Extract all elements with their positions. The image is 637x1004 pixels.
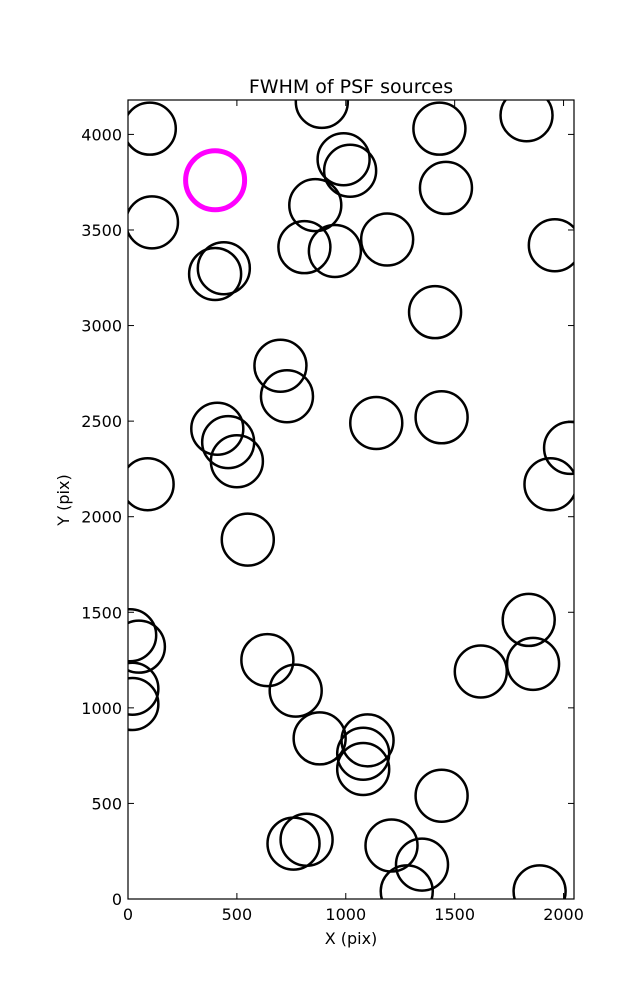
y-tick-label: 3500: [81, 221, 122, 240]
psf-source-marker: [412, 101, 467, 156]
psf-source-marker: [542, 420, 574, 476]
psf-source-marker: [499, 100, 554, 143]
psf-source-marker: [512, 864, 567, 899]
psf-source-marker: [418, 160, 474, 216]
x-tick-label: 1500: [434, 905, 475, 924]
psf-source-marker: [335, 726, 391, 781]
psf-source-marker: [279, 812, 334, 867]
psf-source-marker: [187, 246, 243, 302]
y-tick-label: 4000: [81, 125, 122, 144]
x-tick-label: 1000: [325, 905, 366, 924]
psf-source-marker: [128, 195, 180, 250]
psf-source-marker: [523, 456, 574, 512]
psf-source-marker: [394, 837, 450, 892]
psf-source-marker: [505, 636, 561, 692]
psf-source-marker: [414, 768, 469, 824]
y-tick-label: 1500: [81, 603, 122, 622]
psf-source-marker: [277, 219, 332, 275]
psf-source-marker: [335, 741, 391, 797]
plot-frame: [127, 99, 575, 900]
psf-source-marker: [379, 864, 434, 899]
psf-source-marker: [288, 177, 343, 233]
y-tick-label: 500: [91, 794, 122, 813]
psf-source-marker: [414, 390, 469, 445]
psf-source-marker: [364, 818, 419, 873]
psf-source-marker: [268, 663, 323, 718]
psf-source-marker: [190, 401, 245, 457]
psf-source-marker: [220, 512, 276, 567]
psf-source-marker: [322, 143, 378, 198]
chart-title: FWHM of PSF sources: [249, 76, 453, 98]
psf-source-marker: [128, 661, 160, 716]
psf-source-marker: [307, 223, 363, 279]
psf-source-marker: [294, 100, 350, 130]
psf-source-marker: [253, 338, 308, 393]
psf-source-marker: [501, 592, 556, 648]
psf-source-marker: [196, 240, 252, 296]
psf-source-marker: [128, 619, 167, 674]
y-tick-label: 3000: [81, 317, 122, 336]
psf-source-marker: [128, 676, 160, 732]
y-axis-label: Y (pix): [54, 474, 73, 526]
y-tick-label: 2500: [81, 412, 122, 431]
psf-source-marker: [453, 644, 509, 699]
y-tick-label: 2000: [81, 508, 122, 527]
psf-source-marker: [527, 218, 574, 273]
psf-source-marker: [349, 395, 404, 451]
psf-source-marker: [292, 711, 347, 766]
psf-source-marker: [128, 607, 158, 663]
y-tick-label: 1000: [81, 699, 122, 718]
x-axis-label: X (pix): [325, 929, 378, 948]
psf-source-marker: [209, 434, 265, 489]
psf-source-marker: [407, 284, 463, 340]
x-tick-label: 500: [222, 905, 253, 924]
psf-source-marker: [240, 632, 295, 688]
x-tick-label: 2000: [543, 905, 584, 924]
psf-source-marker: [128, 101, 178, 156]
psf-source-marker: [128, 456, 175, 512]
psf-source-marker: [359, 212, 415, 267]
psf-source-marker: [259, 369, 315, 424]
data-points: [128, 100, 574, 899]
psf-source-marker: [316, 132, 371, 187]
y-tick-label: 0: [112, 890, 122, 909]
highlight-source-marker: [183, 148, 248, 213]
axis-ticks: 0 500 1000 1500 2000 0 500 1000 1500 2000 2500 3000…: [81, 100, 584, 924]
x-tick-label: 0: [123, 905, 133, 924]
